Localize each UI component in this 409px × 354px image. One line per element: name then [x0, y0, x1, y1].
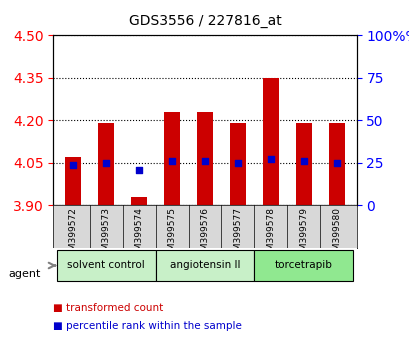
- Text: GSM399572: GSM399572: [68, 205, 78, 264]
- Text: GSM399573: GSM399573: [101, 205, 111, 264]
- Point: [201, 158, 208, 164]
- Bar: [163, 112, 180, 205]
- FancyBboxPatch shape: [254, 250, 353, 281]
- Bar: [130, 197, 147, 205]
- Text: GSM399580: GSM399580: [332, 207, 341, 262]
- Point: [135, 167, 142, 172]
- Bar: [65, 157, 81, 205]
- Text: solvent control: solvent control: [67, 261, 145, 270]
- Point: [300, 158, 306, 164]
- Bar: [328, 123, 344, 205]
- Text: angiotensin II: angiotensin II: [169, 261, 240, 270]
- Bar: [98, 123, 114, 205]
- Text: GSM399576: GSM399576: [200, 205, 209, 264]
- Text: GSM399578: GSM399578: [265, 205, 275, 264]
- Text: GSM399579: GSM399579: [299, 207, 308, 262]
- Text: agent: agent: [8, 269, 40, 279]
- Text: torcetrapib: torcetrapib: [274, 261, 332, 270]
- Text: GSM399577: GSM399577: [233, 207, 242, 262]
- Point: [70, 162, 76, 167]
- Text: GSM399573: GSM399573: [101, 207, 110, 262]
- Text: GSM399578: GSM399578: [266, 207, 275, 262]
- FancyBboxPatch shape: [56, 250, 155, 281]
- Text: GDS3556 / 227816_at: GDS3556 / 227816_at: [128, 14, 281, 28]
- Point: [267, 156, 274, 162]
- Point: [234, 160, 240, 166]
- Text: GSM399576: GSM399576: [200, 207, 209, 262]
- Bar: [262, 78, 279, 205]
- Point: [103, 160, 109, 166]
- Text: GSM399575: GSM399575: [167, 207, 176, 262]
- Text: GSM399572: GSM399572: [68, 207, 77, 262]
- Text: GSM399574: GSM399574: [134, 207, 143, 262]
- Text: ■ percentile rank within the sample: ■ percentile rank within the sample: [53, 321, 242, 331]
- Point: [169, 158, 175, 164]
- Text: GSM399580: GSM399580: [331, 205, 341, 264]
- Bar: [229, 123, 246, 205]
- Text: ■ transformed count: ■ transformed count: [53, 303, 163, 313]
- Bar: [196, 112, 213, 205]
- Text: GSM399579: GSM399579: [298, 205, 308, 264]
- Bar: [295, 123, 311, 205]
- Text: GSM399577: GSM399577: [232, 205, 243, 264]
- Point: [333, 160, 339, 166]
- FancyBboxPatch shape: [155, 250, 254, 281]
- Text: GSM399574: GSM399574: [134, 205, 144, 264]
- Text: GSM399575: GSM399575: [166, 205, 177, 264]
